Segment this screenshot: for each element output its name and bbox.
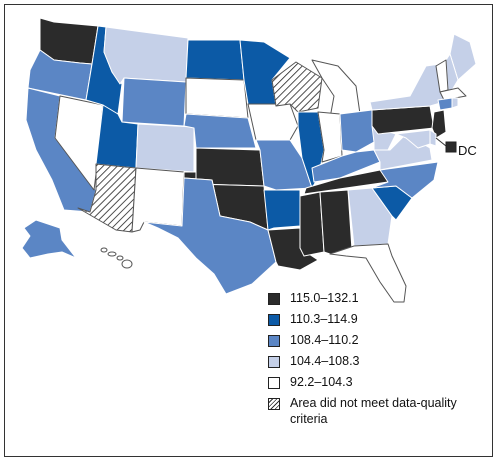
state-AL xyxy=(319,189,353,255)
state-NM xyxy=(131,167,185,233)
state-NV xyxy=(54,95,104,191)
state-DC xyxy=(445,141,457,153)
state-WY xyxy=(121,77,187,127)
legend-swatch xyxy=(268,356,280,368)
state-AR xyxy=(263,189,301,231)
state-GA xyxy=(347,187,393,247)
legend-label: 110.3–114.9 xyxy=(290,312,358,326)
state-RI xyxy=(451,97,459,109)
legend-item: 108.4–110.2 xyxy=(268,332,468,352)
state-AK xyxy=(21,219,77,259)
state-MO xyxy=(255,139,313,191)
state-CT xyxy=(437,97,453,111)
legend: 115.0–132.1 110.3–114.9 108.4–110.2 104.… xyxy=(268,290,468,434)
state-MT xyxy=(103,26,189,85)
legend-swatch xyxy=(268,314,280,326)
state-SD xyxy=(185,77,249,119)
legend-label: 115.0–132.1 xyxy=(290,291,359,305)
state-MS xyxy=(299,191,325,257)
state-MA xyxy=(439,87,467,101)
state-HI xyxy=(100,247,133,269)
legend-label: 104.4–108.3 xyxy=(290,354,360,368)
legend-label: Area did not meet data-quality criteria xyxy=(290,396,457,426)
state-NC xyxy=(371,161,439,199)
state-IA xyxy=(247,103,299,141)
state-NY xyxy=(369,63,445,111)
state-OH xyxy=(339,109,375,153)
legend-label: 92.2–104.3 xyxy=(290,375,353,389)
legend-label: 108.4–110.2 xyxy=(290,333,359,347)
legend-item: 92.2–104.3 xyxy=(268,374,468,394)
state-TX xyxy=(143,177,277,295)
dc-label: DC xyxy=(458,143,477,158)
legend-swatch xyxy=(268,335,280,347)
state-WI xyxy=(271,61,323,113)
state-PA xyxy=(371,105,435,135)
state-NE xyxy=(183,113,257,149)
state-IN xyxy=(317,111,343,163)
legend-swatch xyxy=(268,377,280,389)
legend-item: 104.4–108.3 xyxy=(268,353,468,373)
dc-connector-line xyxy=(435,137,447,147)
legend-item: 115.0–132.1 xyxy=(268,290,468,310)
legend-swatch xyxy=(268,293,280,305)
legend-item: Area did not meet data-quality criteria xyxy=(268,395,468,433)
state-FL xyxy=(329,243,407,303)
state-MD xyxy=(395,129,431,149)
legend-item: 110.3–114.9 xyxy=(268,311,468,331)
legend-swatch-hatched xyxy=(268,398,280,410)
state-NJ xyxy=(431,109,447,139)
state-ME xyxy=(449,33,477,81)
state-ND xyxy=(185,39,245,81)
state-CO xyxy=(135,123,195,173)
